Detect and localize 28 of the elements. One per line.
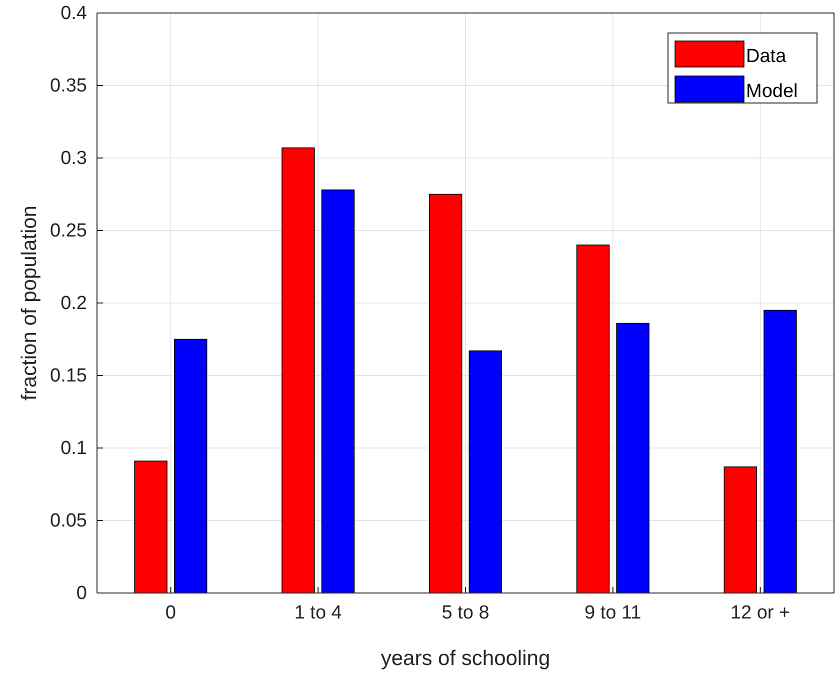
bar: [724, 466, 758, 594]
bar: [616, 322, 650, 594]
y-tick-label: 0.3: [60, 148, 87, 170]
bar: [321, 190, 355, 594]
bar: [428, 194, 462, 594]
y-tick-label: 0.35: [50, 76, 87, 97]
y-tick-label: 0.25: [50, 220, 87, 242]
x-tick-label: 0: [165, 602, 176, 624]
bar: [282, 147, 315, 594]
bar: [576, 244, 610, 594]
x-tick-label: 1 to 4: [294, 602, 342, 624]
x-tick-label: 12 or +: [730, 602, 790, 624]
bar: [134, 460, 168, 594]
legend-label: Model: [746, 81, 798, 102]
bar: [764, 310, 797, 594]
y-axis-title: fraction of population: [18, 206, 41, 400]
y-tick-label: 0.4: [60, 3, 88, 24]
bar: [468, 350, 502, 594]
x-tick-label: 5 to 8: [442, 602, 490, 624]
y-tick-label: 0.05: [50, 510, 87, 532]
x-tick-label: 9 to 11: [584, 602, 642, 624]
y-tick-label: 0: [76, 583, 87, 604]
y-tick-label: 0.15: [50, 366, 87, 387]
legend-label: Data: [746, 46, 787, 67]
bar: [174, 338, 208, 594]
y-tick-label: 0.2: [60, 293, 87, 314]
x-axis-title: years of schooling: [380, 647, 550, 670]
y-tick-label: 0.1: [60, 438, 87, 460]
